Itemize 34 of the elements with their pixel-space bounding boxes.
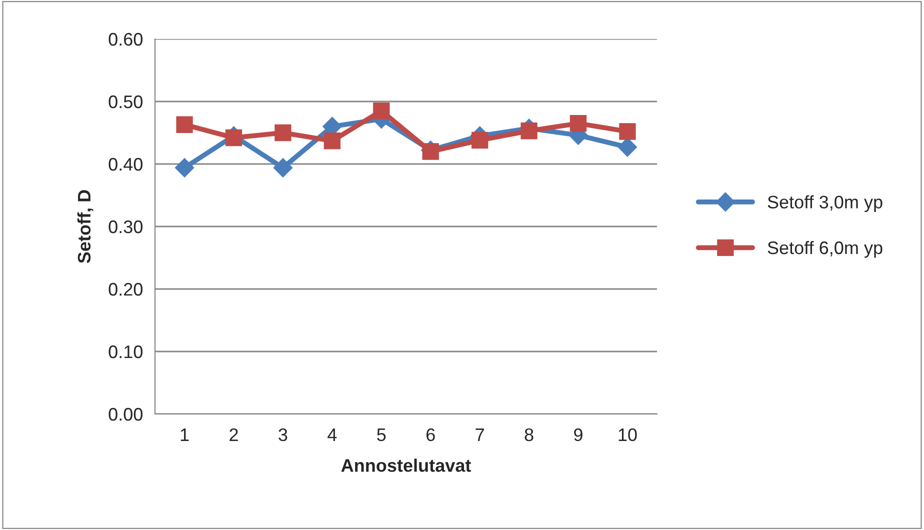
y-tick-label: 0.60: [108, 32, 142, 46]
legend-label: Setoff 6,0m yp: [768, 240, 882, 258]
x-tick-label: 5: [377, 428, 386, 442]
y-tick-label: 0.40: [108, 158, 142, 171]
point: [619, 123, 636, 140]
legend-label: Setoff 3,0m yp: [768, 195, 882, 212]
x-tick-label: 3: [278, 428, 288, 442]
y-tick-label: 0.10: [108, 345, 142, 358]
x-tick-label: 2: [230, 428, 238, 441]
point: [225, 129, 242, 146]
y-tick-label: 0.50: [108, 95, 142, 108]
y-axis-title: Setoff, D: [77, 190, 94, 264]
y-tick-label: 0.30: [108, 220, 142, 234]
point: [373, 102, 390, 120]
point: [471, 132, 488, 149]
point: [273, 158, 292, 178]
x-tick-label: 9: [574, 428, 582, 442]
point: [570, 115, 587, 132]
point: [274, 124, 292, 142]
point: [422, 143, 439, 160]
x-axis-title: Annostelutavat: [341, 458, 471, 472]
x-tick-label: 1: [180, 428, 189, 441]
x-tick-label: 6: [426, 428, 435, 442]
x-tick-label: 8: [524, 428, 534, 442]
point: [174, 158, 194, 178]
x-tick-label: 4: [328, 428, 337, 441]
point: [618, 138, 638, 157]
y-tick-label: 0.20: [108, 282, 142, 296]
x-tick-label: 10: [618, 428, 637, 442]
point: [324, 132, 341, 150]
y-tick-label: 0.00: [108, 408, 142, 421]
point: [520, 122, 538, 140]
point: [176, 116, 193, 133]
x-tick-label: 7: [476, 428, 484, 441]
